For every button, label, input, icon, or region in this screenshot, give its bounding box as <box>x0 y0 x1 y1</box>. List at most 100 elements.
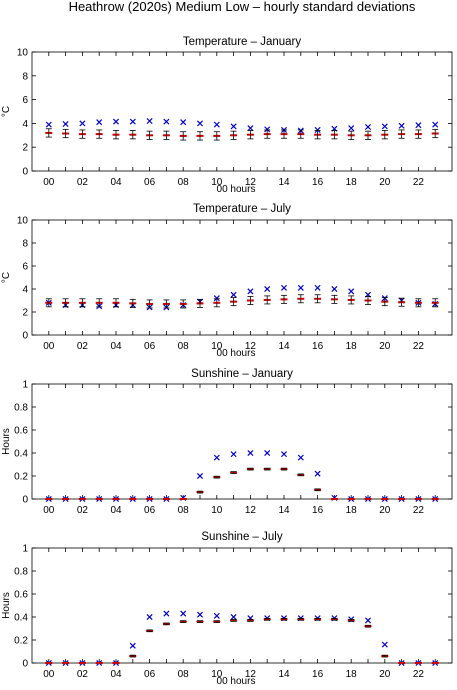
data-point-bar <box>364 296 372 305</box>
data-point-bar <box>196 620 204 623</box>
y-tick-label: 10 <box>17 48 29 59</box>
x-tick-label: 16 <box>312 341 324 352</box>
x-axis-label: 00 hours <box>217 676 256 687</box>
data-point-bar <box>213 298 221 308</box>
x-mark-stroke <box>62 120 69 128</box>
data-point-x <box>247 125 254 132</box>
plot-area <box>31 547 453 664</box>
x-mark-stroke <box>129 118 136 125</box>
data-point-bar <box>246 130 254 140</box>
y-tick-label: 0.8 <box>14 403 28 414</box>
data-point-bar <box>314 130 322 140</box>
x-tick-label: 02 <box>77 341 89 352</box>
data-point-bar <box>112 130 120 140</box>
x-tick-label: 18 <box>346 505 358 516</box>
y-tick-label: 0.4 <box>14 613 28 624</box>
data-point-x <box>381 641 388 648</box>
data-point-bar <box>314 294 322 304</box>
data-point-x <box>230 613 237 621</box>
data-point-x <box>196 472 204 480</box>
x-mark-stroke <box>180 119 187 126</box>
data-point-bar <box>381 130 389 140</box>
plot-area <box>31 219 453 336</box>
y-tick-label: 8 <box>22 71 28 82</box>
data-point-x <box>163 118 170 125</box>
x-tick-label: 16 <box>312 505 324 516</box>
data-point-x <box>196 611 204 618</box>
x-tick-label: 00 <box>43 177 55 188</box>
x-mark-stroke <box>348 288 355 295</box>
x-tick-label: 22 <box>413 177 425 188</box>
x-tick-label: 22 <box>413 505 425 516</box>
x-tick-label: 04 <box>110 505 122 516</box>
data-point-x <box>247 449 254 457</box>
x-mark-stroke <box>196 472 204 480</box>
x-axis-label: 00 hours <box>217 184 256 195</box>
data-point-bar <box>146 629 154 633</box>
x-tick-label: 04 <box>110 341 122 352</box>
x-tick-label: 18 <box>346 669 358 680</box>
y-tick-label: 0.2 <box>14 636 28 647</box>
x-mark-stroke <box>230 291 237 298</box>
x-tick-label: 06 <box>144 505 156 516</box>
data-point-bar <box>230 471 238 474</box>
x-mark-stroke <box>96 119 103 126</box>
data-point-x <box>213 121 220 128</box>
data-point-bar <box>162 622 170 626</box>
x-tick-label: 14 <box>278 177 290 188</box>
data-point-bar <box>431 128 439 139</box>
y-axis-label: Hours <box>1 592 12 619</box>
y-axis-label: °C <box>1 106 12 117</box>
data-point-x <box>297 454 304 461</box>
x-tick-label: 02 <box>77 177 89 188</box>
data-point-bar <box>381 297 389 307</box>
x-mark-stroke <box>247 288 254 295</box>
x-axis-label: 00 hours <box>217 348 256 359</box>
data-point-bar <box>314 488 322 492</box>
x-tick-label: 02 <box>77 505 89 516</box>
x-mark-stroke <box>146 613 153 621</box>
x-tick-label: 18 <box>346 177 358 188</box>
data-point-x <box>180 119 187 126</box>
data-point-x <box>247 288 254 295</box>
x-mark-stroke <box>163 610 170 617</box>
x-tick-label: 00 <box>43 505 55 516</box>
panel-title: Sunshine – January <box>191 368 293 380</box>
y-tick-label: 0 <box>22 167 28 178</box>
y-tick-label: 0.6 <box>14 426 28 437</box>
data-point-x <box>230 123 237 130</box>
data-point-x <box>364 123 372 130</box>
data-point-x <box>146 117 153 125</box>
data-point-bar <box>196 131 204 141</box>
x-mark-stroke <box>297 284 304 291</box>
x-tick-label: 08 <box>178 505 190 516</box>
data-point-x <box>129 118 136 125</box>
data-point-x <box>230 291 237 298</box>
x-mark-stroke <box>129 642 136 649</box>
data-point-bar <box>398 129 406 139</box>
data-point-bar <box>196 490 204 494</box>
x-mark-stroke <box>196 120 204 127</box>
x-tick-label: 06 <box>144 177 156 188</box>
data-point-x <box>364 617 372 624</box>
x-mark-stroke <box>280 284 288 291</box>
data-point-x <box>45 121 52 128</box>
plot-area <box>31 383 453 500</box>
x-mark-stroke <box>415 122 422 129</box>
data-point-x <box>280 451 288 458</box>
data-point-x <box>230 451 237 458</box>
chart-panel: Sunshine – January 0 0.2 0.4 0.6 0.8 1 00 02 04 06… <box>1 368 453 516</box>
data-point-bar <box>78 298 86 308</box>
data-point-bar <box>179 131 187 141</box>
y-tick-label: 0 <box>22 495 28 506</box>
data-point-bar <box>297 294 305 304</box>
x-mark-stroke <box>348 125 355 132</box>
data-point-bar <box>280 294 288 304</box>
data-point-bar <box>280 617 288 621</box>
data-point-bar <box>213 131 221 141</box>
data-point-bar <box>129 298 137 308</box>
data-point-bar <box>347 130 355 140</box>
x-tick-label: 10 <box>211 505 223 516</box>
data-point-bar <box>146 299 154 309</box>
